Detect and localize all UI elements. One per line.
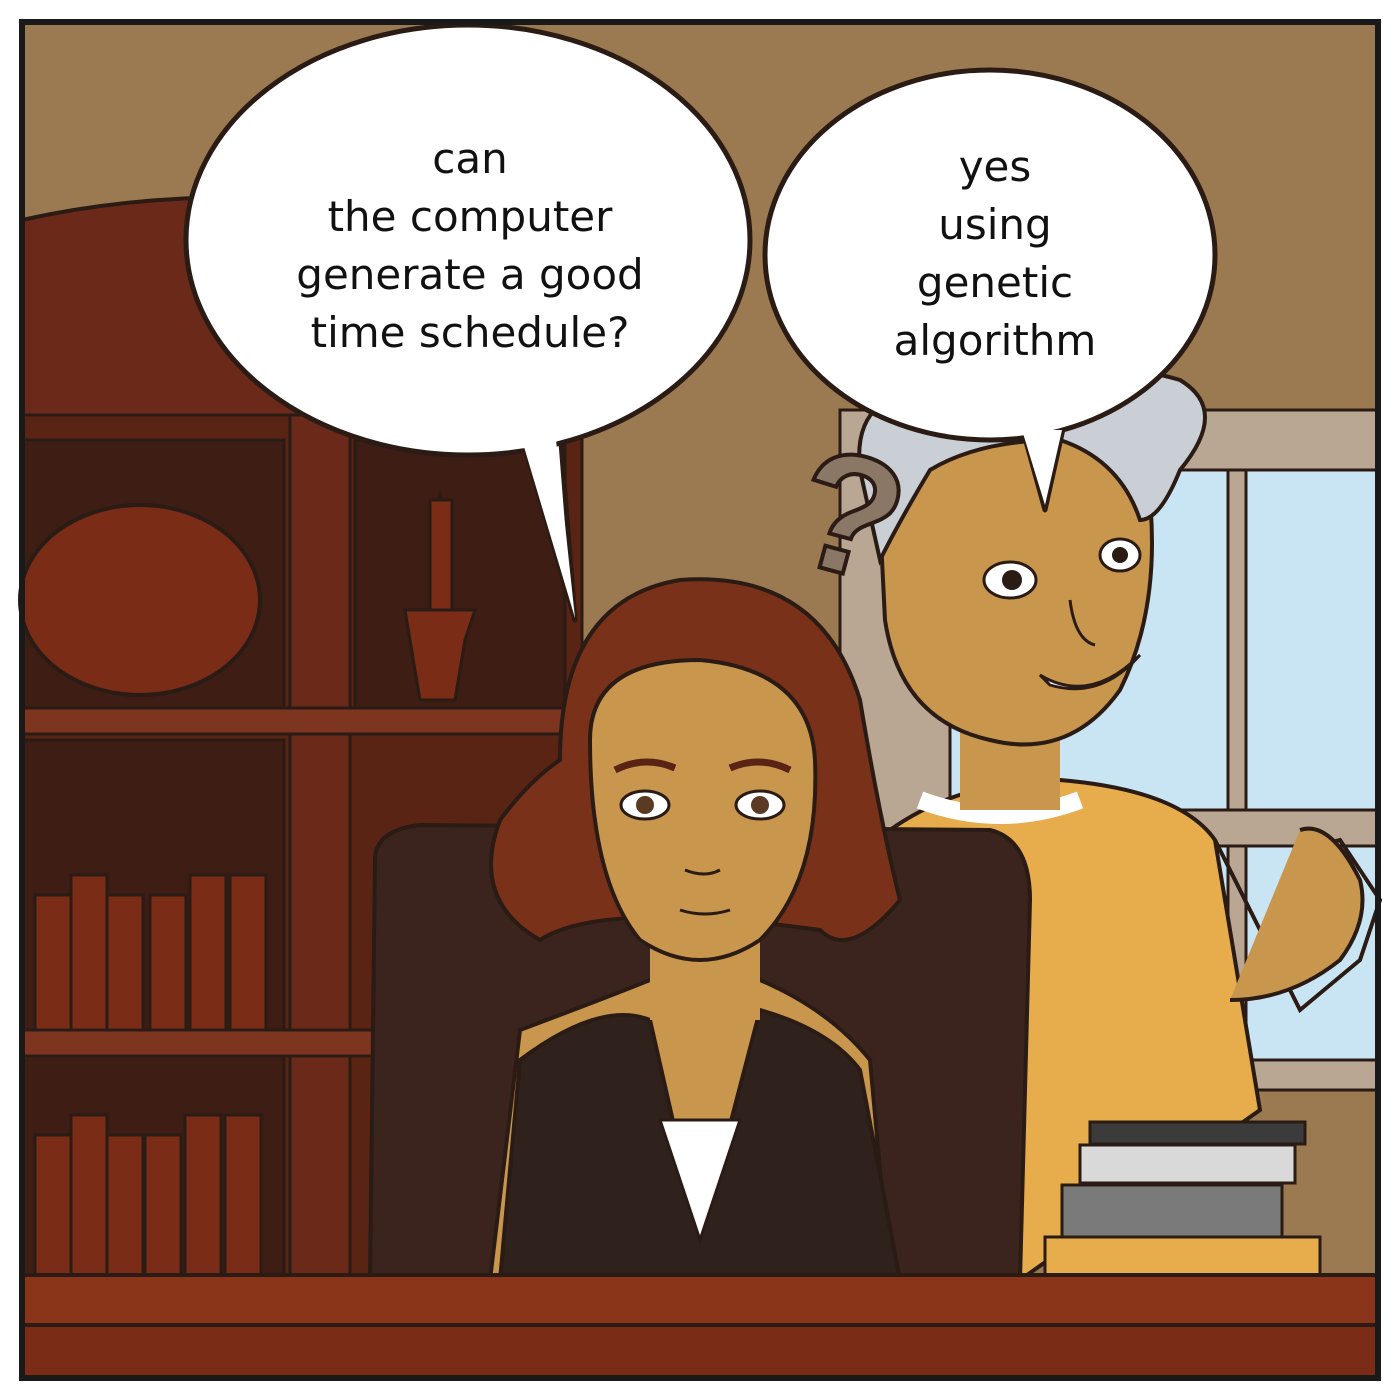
oval-plate bbox=[18, 503, 262, 697]
speech-line: the computer bbox=[327, 192, 613, 241]
speech-line: genetic bbox=[916, 258, 1074, 307]
speech-text-left: can the computer generate a good time sc… bbox=[230, 130, 710, 362]
speech-line: algorithm bbox=[893, 316, 1097, 365]
book-stack bbox=[1043, 1120, 1322, 1282]
desk bbox=[20, 1273, 1380, 1380]
speech-line: time schedule? bbox=[310, 308, 630, 357]
candle-icon bbox=[403, 490, 478, 702]
panel-border bbox=[19, 19, 1381, 1381]
bookcase bbox=[18, 195, 584, 1282]
speech-bubble-left bbox=[183, 22, 753, 623]
speech-line: can bbox=[432, 134, 508, 183]
books-shelf-top bbox=[33, 873, 268, 1032]
speech-line: generate a good bbox=[296, 250, 644, 299]
speech-line: using bbox=[938, 200, 1052, 249]
speech-bubble-right bbox=[762, 67, 1218, 513]
books-shelf-bottom bbox=[33, 1113, 263, 1282]
seated-woman bbox=[487, 577, 903, 1282]
speech-line: yes bbox=[958, 142, 1032, 191]
speech-text-right: yes using genetic algorithm bbox=[800, 138, 1190, 370]
